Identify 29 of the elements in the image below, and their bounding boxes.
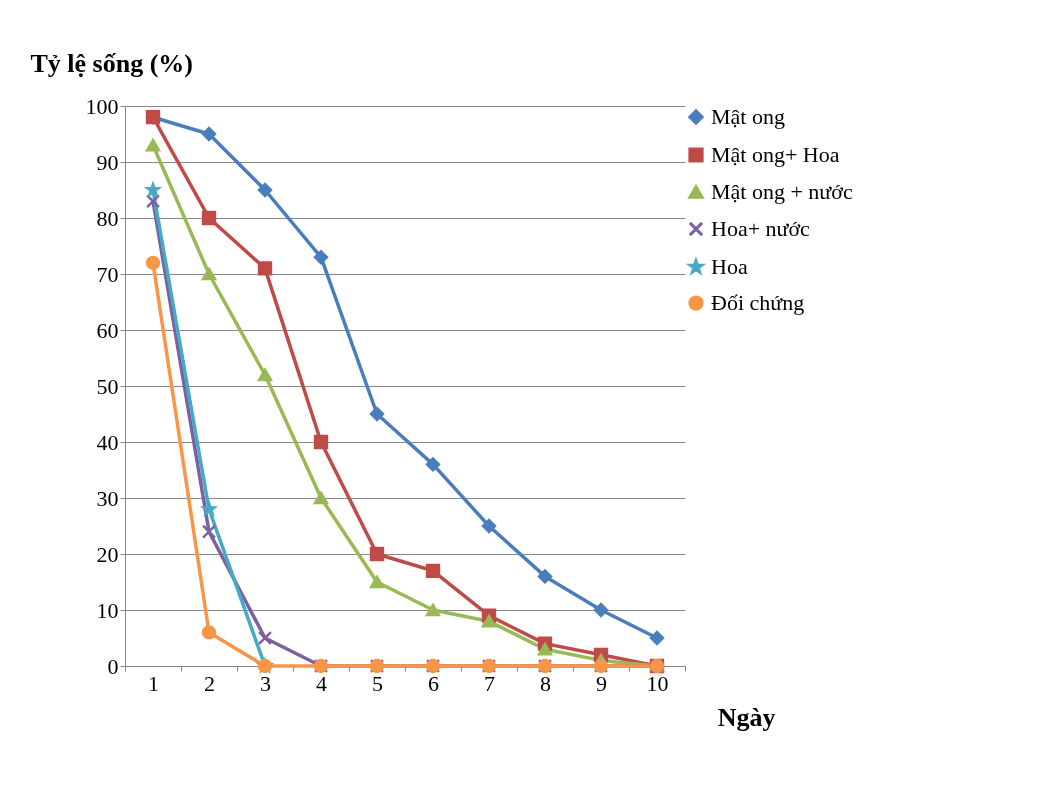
x-tick-label: 2 — [204, 670, 215, 696]
x-tick-label: 10 — [646, 670, 669, 696]
x-tick-label: 7 — [484, 670, 495, 696]
x-tick-label: 8 — [540, 670, 551, 696]
y-tick-label: 60 — [96, 317, 119, 343]
x-tick-label: 3 — [260, 670, 271, 696]
y-tick-label: 70 — [96, 261, 119, 287]
x-tick-label: 1 — [148, 670, 159, 696]
x-axis-title: Ngày — [717, 702, 776, 732]
y-axis-title: Tỷ lệ sống (%) — [30, 48, 193, 78]
y-tick-label: 40 — [96, 429, 119, 455]
x-tick-label: 4 — [316, 670, 327, 696]
x-tick-label: 5 — [372, 670, 383, 696]
legend-label: Mật ong + nước — [711, 179, 853, 204]
legend-label: Hoa — [711, 254, 748, 279]
legend-label: Hoa+ nước — [711, 216, 811, 241]
y-tick-label: 30 — [96, 485, 119, 511]
legend-label: Mật ong — [711, 104, 785, 129]
x-tick-label: 9 — [596, 670, 607, 696]
legend-label: Đối chứng — [711, 290, 805, 315]
y-tick-label: 80 — [96, 205, 119, 231]
legend-label: Mật ong+ Hoa — [711, 142, 840, 167]
y-tick-label: 20 — [96, 541, 119, 567]
x-tick-label: 6 — [428, 670, 439, 696]
y-tick-label: 50 — [96, 373, 119, 399]
y-tick-label: 0 — [107, 653, 119, 679]
y-tick-label: 100 — [85, 93, 119, 119]
y-tick-label: 90 — [96, 149, 119, 175]
y-tick-label: 10 — [96, 597, 119, 623]
